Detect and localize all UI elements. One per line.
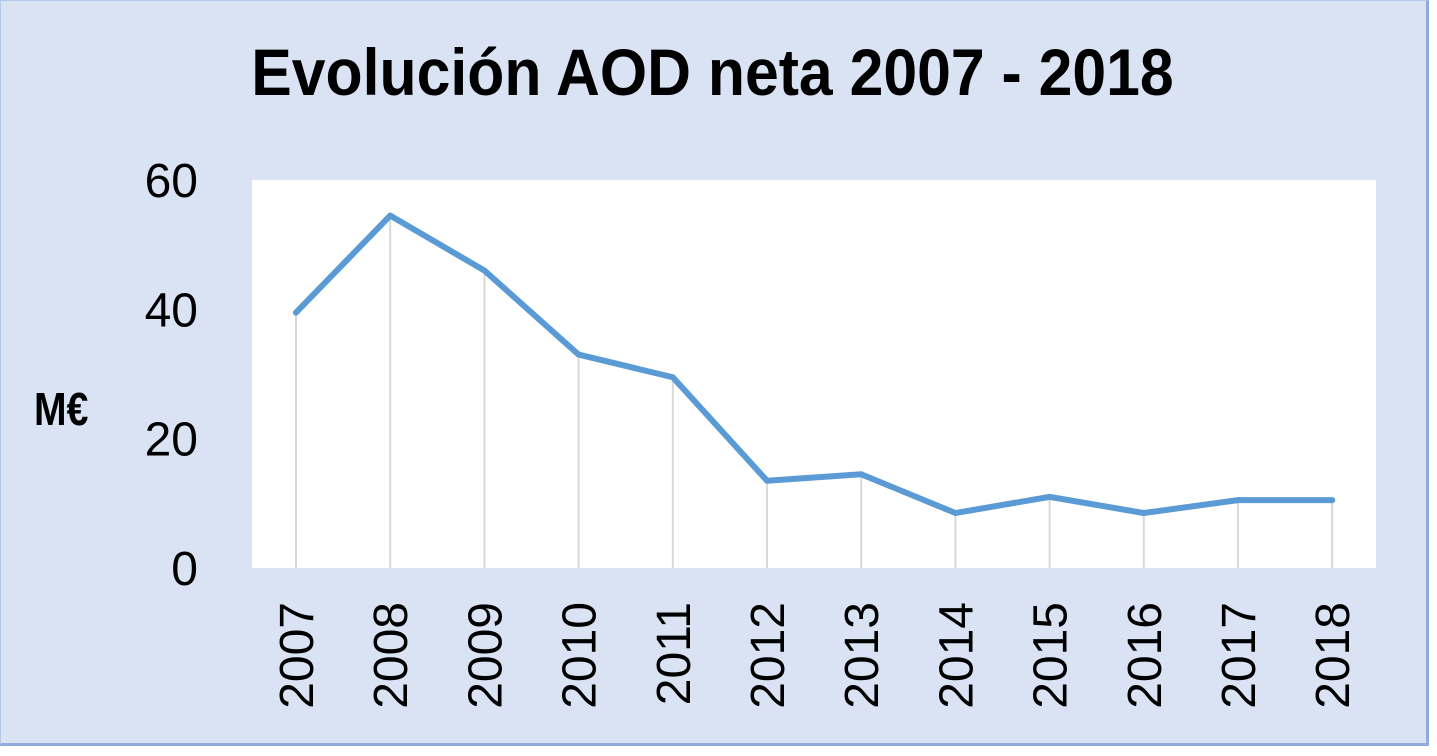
x-tick-label: 2008 (365, 602, 418, 709)
data-point (293, 309, 299, 316)
data-point (764, 477, 770, 484)
x-tick-label: 2010 (554, 602, 607, 709)
chart-title: Evolución AOD neta 2007 - 2018 (251, 35, 1174, 109)
series-line (293, 212, 1336, 517)
y-tick-label: 40 (145, 284, 198, 337)
x-tick-label: 2009 (459, 602, 512, 709)
data-point (481, 267, 488, 274)
data-point (1046, 493, 1053, 500)
x-tick-label: 2018 (1307, 602, 1360, 709)
x-tick-label: 2017 (1213, 602, 1266, 709)
y-tick-label: 60 (145, 155, 198, 208)
x-tick-label: 2015 (1025, 602, 1078, 709)
data-point (669, 374, 676, 381)
data-point (1235, 497, 1241, 504)
data-point (952, 510, 959, 517)
data-point (858, 471, 865, 478)
data-point (1140, 510, 1147, 517)
plot-area (252, 180, 1376, 568)
x-tick-label: 2012 (742, 602, 795, 709)
y-tick-label: 0 (171, 543, 198, 596)
data-point (575, 351, 582, 358)
y-tick-label: 20 (145, 414, 198, 467)
x-tick-label: 2016 (1119, 602, 1172, 709)
data-point (387, 212, 394, 219)
x-tick-label: 2007 (271, 602, 324, 709)
y-axis-label: M€ (34, 383, 89, 435)
x-tick-label: 2014 (930, 602, 983, 709)
data-point (1329, 497, 1336, 504)
x-tick-label: 2013 (836, 602, 889, 709)
x-tick-label: 2011 (648, 602, 701, 705)
